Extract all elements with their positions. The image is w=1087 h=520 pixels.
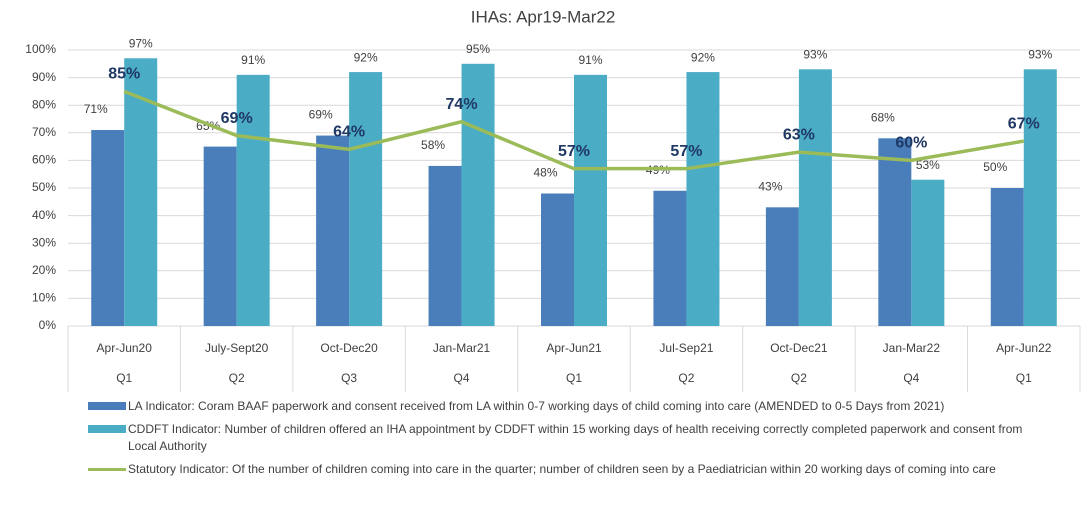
x-quarter-label: Q2 xyxy=(791,371,807,385)
line-value-label: 60% xyxy=(895,135,927,152)
y-tick-label: 30% xyxy=(32,235,56,249)
bar-value-label: 97% xyxy=(129,36,153,50)
line-value-label: 57% xyxy=(558,143,590,160)
x-tick-label: Apr-Jun21 xyxy=(546,341,602,355)
line-value-label: 63% xyxy=(783,126,815,143)
y-tick-label: 0% xyxy=(39,318,57,332)
bar-value-label: 95% xyxy=(466,42,490,56)
x-quarter-label: Q3 xyxy=(341,371,357,385)
y-tick-label: 100% xyxy=(25,42,56,56)
bar-value-label: 93% xyxy=(803,47,827,61)
legend-label: LA Indicator: Coram BAAF paperwork and c… xyxy=(128,399,945,413)
bar xyxy=(461,63,495,327)
legend-swatch xyxy=(88,402,126,410)
line-value-label: 74% xyxy=(446,96,478,113)
bar xyxy=(653,190,687,326)
bar xyxy=(574,74,607,326)
bar xyxy=(91,130,125,326)
x-quarter-label: Q4 xyxy=(454,371,470,385)
legend: LA Indicator: Coram BAAF paperwork and c… xyxy=(88,398,1048,484)
line xyxy=(123,89,1025,171)
bar-value-label: 68% xyxy=(871,110,895,124)
x-tick-label: Jan-Mar22 xyxy=(883,341,941,355)
legend-item: Statutory Indicator: Of the number of ch… xyxy=(88,461,1048,478)
legend-swatch xyxy=(88,468,126,471)
bar xyxy=(349,72,383,326)
y-tick-label: 20% xyxy=(32,263,56,277)
bar xyxy=(990,188,1024,326)
legend-label: CDDFT Indicator: Number of children offe… xyxy=(128,422,1023,453)
line-value-label: 69% xyxy=(221,110,253,127)
legend-label: Statutory Indicator: Of the number of ch… xyxy=(128,462,996,476)
y-tick-label: 90% xyxy=(32,70,56,84)
bar-value-label: 91% xyxy=(241,53,265,67)
x-tick-label: Jul-Sep21 xyxy=(659,341,713,355)
line-value-label: 57% xyxy=(670,143,702,160)
line-value-label: 64% xyxy=(333,124,365,141)
bar xyxy=(686,72,720,326)
y-tick-label: 80% xyxy=(32,97,56,111)
bar-value-label: 92% xyxy=(691,50,715,64)
bar xyxy=(316,135,350,326)
y-tick-label: 60% xyxy=(32,153,56,167)
bar-value-label: 50% xyxy=(983,160,1007,174)
x-quarter-label: Q1 xyxy=(116,371,132,385)
legend-item: LA Indicator: Coram BAAF paperwork and c… xyxy=(88,398,1048,415)
bar xyxy=(765,207,799,326)
chart-title: IHAs: Apr19-Mar22 xyxy=(471,7,616,26)
bar-value-label: 69% xyxy=(309,108,333,122)
x-quarter-label: Q1 xyxy=(1016,371,1032,385)
x-quarter-label: Q2 xyxy=(229,371,245,385)
bar xyxy=(541,193,574,326)
chart: IHAs: Apr19-Mar22 0% 10% 20% 30% 40% 50% 60% 70… xyxy=(25,7,1081,392)
bar xyxy=(798,69,832,326)
line-value-label: 85% xyxy=(108,66,140,83)
y-tick-label: 40% xyxy=(32,208,56,222)
x-tick-label: Oct-Dec21 xyxy=(770,341,828,355)
bar xyxy=(878,138,912,326)
bar-value-label: 92% xyxy=(354,50,378,64)
bar xyxy=(203,146,237,326)
x-tick-label: Apr-Jun22 xyxy=(996,341,1052,355)
bar-value-label: 93% xyxy=(1028,47,1052,61)
x-tick-label: Jan-Mar21 xyxy=(433,341,491,355)
x-tick-label: July-Sept20 xyxy=(205,341,269,355)
y-tick-label: 50% xyxy=(32,180,56,194)
legend-swatch xyxy=(88,425,126,433)
line-value-label: 67% xyxy=(1008,115,1040,132)
bar-value-label: 43% xyxy=(758,179,782,193)
bar xyxy=(1023,69,1057,326)
bar-value-label: 48% xyxy=(533,166,557,180)
legend-item: CDDFT Indicator: Number of children offe… xyxy=(88,421,1048,455)
x-quarter-label: Q4 xyxy=(903,371,919,385)
y-tick-label: 10% xyxy=(32,291,56,305)
y-tick-label: 70% xyxy=(32,125,56,139)
bar xyxy=(911,179,945,326)
x-tick-label: Apr-Jun20 xyxy=(97,341,153,355)
x-tick-label: Oct-Dec20 xyxy=(320,341,378,355)
bar-value-label: 71% xyxy=(84,102,108,116)
bar-value-label: 91% xyxy=(578,53,602,67)
bar xyxy=(236,74,270,326)
x-quarter-label: Q2 xyxy=(678,371,694,385)
bar xyxy=(428,165,462,326)
bar-value-label: 58% xyxy=(421,138,445,152)
x-quarter-label: Q1 xyxy=(566,371,582,385)
bar-value-label: 53% xyxy=(916,158,940,172)
